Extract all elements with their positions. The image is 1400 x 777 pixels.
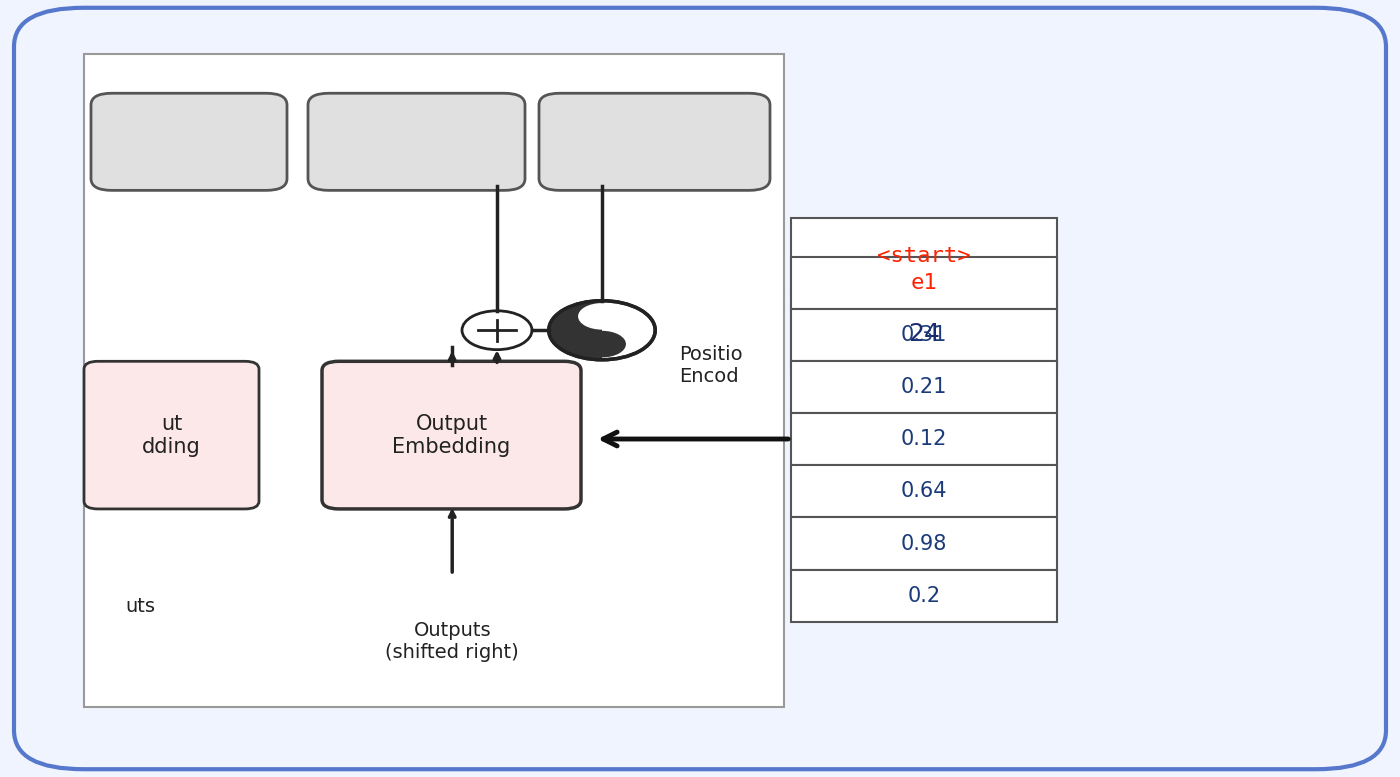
FancyBboxPatch shape: [308, 93, 525, 190]
FancyBboxPatch shape: [539, 93, 770, 190]
Text: 0.98: 0.98: [900, 534, 948, 553]
Bar: [791, 517, 1057, 570]
Text: 0.31: 0.31: [900, 326, 948, 345]
Bar: [791, 361, 1057, 413]
Bar: [791, 413, 1057, 465]
FancyBboxPatch shape: [91, 93, 287, 190]
Circle shape: [462, 311, 532, 350]
FancyBboxPatch shape: [322, 361, 581, 509]
Text: Positio
Encod: Positio Encod: [679, 345, 742, 385]
Circle shape: [578, 331, 626, 357]
Text: Output
Embedding: Output Embedding: [392, 413, 511, 457]
Text: 24: 24: [909, 322, 939, 346]
Text: Outputs
(shifted right): Outputs (shifted right): [385, 621, 519, 661]
Text: 0.12: 0.12: [900, 430, 948, 449]
Text: uts: uts: [125, 597, 155, 615]
Text: e1: e1: [910, 274, 938, 293]
Bar: [791, 295, 1057, 373]
Wedge shape: [549, 301, 602, 360]
Text: 0.2: 0.2: [907, 586, 941, 605]
Bar: [791, 570, 1057, 622]
Bar: [791, 218, 1057, 295]
Bar: [791, 309, 1057, 361]
FancyBboxPatch shape: [84, 54, 784, 707]
FancyBboxPatch shape: [14, 8, 1386, 769]
Text: <start>: <start>: [878, 246, 970, 267]
Text: ut
dding: ut dding: [143, 413, 200, 457]
Circle shape: [578, 303, 626, 329]
Bar: [791, 465, 1057, 517]
Text: 0.64: 0.64: [900, 482, 948, 501]
Circle shape: [549, 301, 655, 360]
Bar: [791, 257, 1057, 309]
FancyBboxPatch shape: [84, 361, 259, 509]
Text: 0.21: 0.21: [900, 378, 948, 397]
